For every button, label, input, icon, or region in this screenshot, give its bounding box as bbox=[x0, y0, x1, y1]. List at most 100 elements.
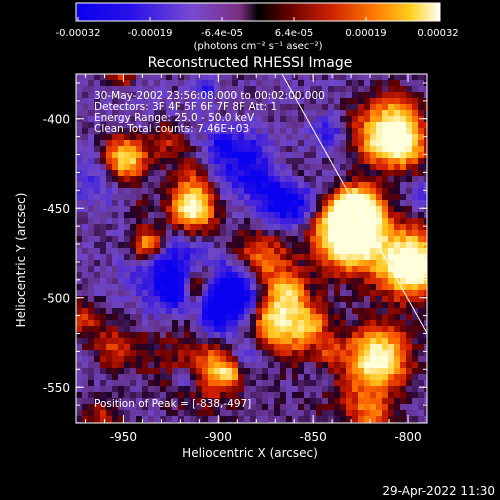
heatmap-pixel bbox=[154, 386, 160, 392]
heatmap-pixel bbox=[124, 158, 130, 164]
heatmap-pixel bbox=[364, 356, 370, 362]
heatmap-pixel bbox=[220, 308, 226, 314]
heatmap-pixel bbox=[136, 194, 142, 200]
heatmap-pixel bbox=[268, 356, 274, 362]
heatmap-pixel bbox=[262, 362, 268, 368]
heatmap-pixel bbox=[124, 80, 130, 86]
heatmap-pixel bbox=[148, 386, 154, 392]
heatmap-pixel bbox=[328, 320, 334, 326]
heatmap-pixel bbox=[424, 272, 427, 278]
heatmap-pixel bbox=[214, 356, 220, 362]
heatmap-pixel bbox=[232, 314, 238, 320]
heatmap-pixel bbox=[322, 236, 328, 242]
heatmap-pixel bbox=[352, 128, 358, 134]
heatmap-pixel bbox=[400, 122, 406, 128]
heatmap-pixel bbox=[112, 104, 118, 110]
heatmap-pixel bbox=[142, 248, 148, 254]
heatmap-pixel bbox=[178, 320, 184, 326]
heatmap-pixel bbox=[130, 296, 136, 302]
heatmap-pixel bbox=[262, 200, 268, 206]
heatmap-pixel bbox=[406, 224, 412, 230]
heatmap-pixel bbox=[76, 326, 82, 332]
heatmap-pixel bbox=[214, 308, 220, 314]
heatmap-pixel bbox=[166, 122, 172, 128]
heatmap-pixel bbox=[250, 188, 256, 194]
heatmap-pixel bbox=[346, 320, 352, 326]
heatmap-pixel bbox=[190, 182, 196, 188]
heatmap-pixel bbox=[196, 86, 202, 92]
heatmap-pixel bbox=[172, 182, 178, 188]
heatmap-pixel bbox=[160, 374, 166, 380]
heatmap-pixel bbox=[328, 344, 334, 350]
heatmap-pixel bbox=[274, 242, 280, 248]
heatmap-pixel bbox=[352, 242, 358, 248]
heatmap-pixel bbox=[154, 158, 160, 164]
heatmap-pixel bbox=[256, 332, 262, 338]
heatmap-pixel bbox=[106, 326, 112, 332]
heatmap-pixel bbox=[154, 398, 160, 404]
heatmap-pixel bbox=[154, 320, 160, 326]
heatmap-pixel bbox=[172, 374, 178, 380]
heatmap-pixel bbox=[232, 212, 238, 218]
detectors-annotation: Detectors: 3F 4F 5F 6F 7F 8F Att: 1 bbox=[94, 101, 277, 113]
heatmap-pixel bbox=[142, 296, 148, 302]
heatmap-pixel bbox=[424, 368, 427, 374]
heatmap-pixel bbox=[274, 266, 280, 272]
heatmap-pixel bbox=[328, 260, 334, 266]
heatmap-pixel bbox=[214, 212, 220, 218]
heatmap-pixel bbox=[238, 164, 244, 170]
heatmap-pixel bbox=[352, 200, 358, 206]
heatmap-pixel bbox=[160, 278, 166, 284]
heatmap-pixel bbox=[286, 116, 292, 122]
heatmap-pixel bbox=[202, 104, 208, 110]
heatmap-pixel bbox=[418, 152, 424, 158]
heatmap-pixel bbox=[130, 74, 136, 80]
heatmap-pixel bbox=[274, 350, 280, 356]
heatmap-pixel bbox=[106, 116, 112, 122]
heatmap-pixel bbox=[268, 122, 274, 128]
heatmap-pixel bbox=[196, 194, 202, 200]
heatmap-pixel bbox=[370, 314, 376, 320]
heatmap-pixel bbox=[364, 242, 370, 248]
heatmap-pixel bbox=[82, 272, 88, 278]
heatmap-pixel bbox=[340, 128, 346, 134]
heatmap-pixel bbox=[244, 272, 250, 278]
heatmap-pixel bbox=[106, 392, 112, 398]
heatmap-pixel bbox=[142, 404, 148, 410]
heatmap-pixel bbox=[250, 194, 256, 200]
heatmap-pixel bbox=[352, 188, 358, 194]
heatmap-pixel bbox=[370, 338, 376, 344]
heatmap-pixel bbox=[142, 320, 148, 326]
heatmap-pixel bbox=[178, 266, 184, 272]
heatmap-pixel bbox=[370, 134, 376, 140]
heatmap-pixel bbox=[316, 392, 322, 398]
heatmap-pixel bbox=[130, 104, 136, 110]
heatmap-pixel bbox=[250, 224, 256, 230]
heatmap-pixel bbox=[412, 98, 418, 104]
heatmap-pixel bbox=[172, 404, 178, 410]
heatmap-pixel bbox=[124, 164, 130, 170]
heatmap-pixel bbox=[166, 176, 172, 182]
heatmap-pixel bbox=[340, 368, 346, 374]
heatmap-pixel bbox=[394, 74, 400, 80]
heatmap-pixel bbox=[112, 170, 118, 176]
heatmap-pixel bbox=[82, 344, 88, 350]
heatmap-pixel bbox=[184, 230, 190, 236]
heatmap-pixel bbox=[76, 416, 82, 422]
heatmap-pixel bbox=[412, 254, 418, 260]
heatmap-pixel bbox=[166, 164, 172, 170]
heatmap-pixel bbox=[274, 116, 280, 122]
heatmap-pixel bbox=[154, 200, 160, 206]
heatmap-pixel bbox=[262, 110, 268, 116]
heatmap-pixel bbox=[232, 128, 238, 134]
heatmap-pixel bbox=[364, 410, 370, 416]
heatmap-pixel bbox=[250, 368, 256, 374]
heatmap-pixel bbox=[226, 206, 232, 212]
heatmap-pixel bbox=[274, 374, 280, 380]
heatmap-pixel bbox=[166, 212, 172, 218]
heatmap-pixel bbox=[274, 218, 280, 224]
heatmap-pixel bbox=[196, 344, 202, 350]
heatmap-pixel bbox=[196, 350, 202, 356]
heatmap-pixel bbox=[382, 206, 388, 212]
heatmap-pixel bbox=[184, 194, 190, 200]
